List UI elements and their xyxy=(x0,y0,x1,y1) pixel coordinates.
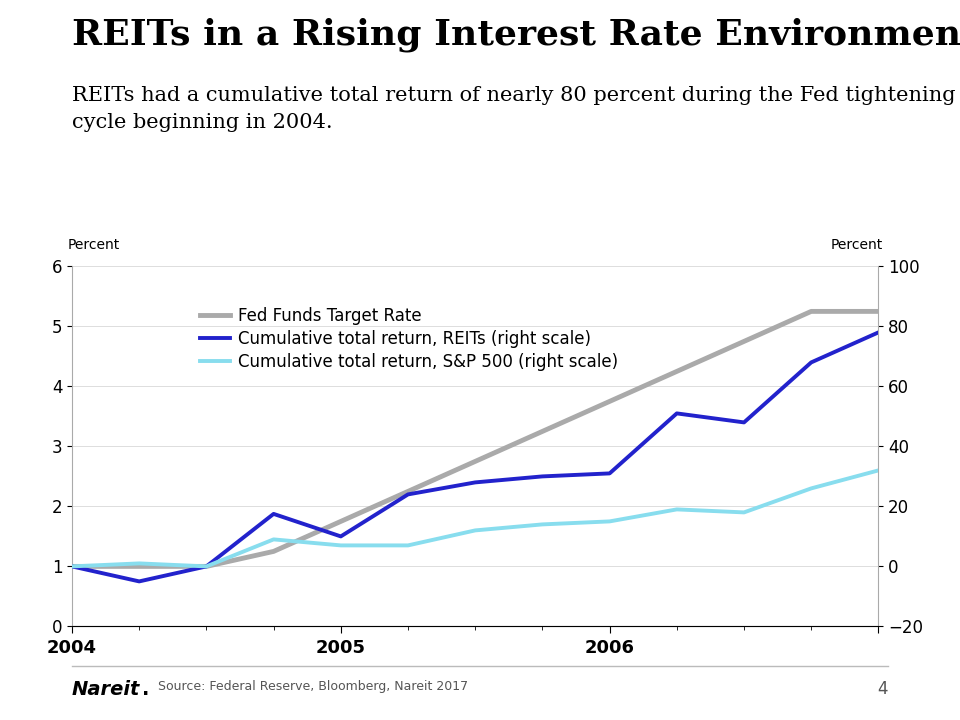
Legend: Fed Funds Target Rate, Cumulative total return, REITs (right scale), Cumulative : Fed Funds Target Rate, Cumulative total … xyxy=(193,300,625,377)
Text: 4: 4 xyxy=(877,680,888,698)
Text: REITs had a cumulative total return of nearly 80 percent during the Fed tighteni: REITs had a cumulative total return of n… xyxy=(72,86,955,132)
Text: Source: Federal Reserve, Bloomberg, Nareit 2017: Source: Federal Reserve, Bloomberg, Nare… xyxy=(158,680,468,693)
Text: REITs in a Rising Interest Rate Environment: REITs in a Rising Interest Rate Environm… xyxy=(72,18,960,53)
Text: Percent: Percent xyxy=(830,238,882,252)
Text: Nareit: Nareit xyxy=(72,680,140,699)
Text: Percent: Percent xyxy=(68,238,120,252)
Text: .: . xyxy=(142,680,150,699)
